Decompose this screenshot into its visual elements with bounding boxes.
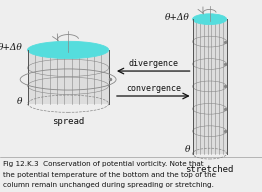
Polygon shape [28, 50, 109, 104]
Ellipse shape [193, 14, 227, 25]
Polygon shape [193, 19, 227, 154]
Ellipse shape [28, 41, 109, 59]
Text: Fig 12.K.3  Conservation of potential vorticity. Note that: Fig 12.K.3 Conservation of potential vor… [3, 161, 203, 167]
Text: stretched: stretched [185, 165, 234, 174]
Text: column remain unchanged during spreading or stretching.: column remain unchanged during spreading… [3, 182, 214, 188]
Text: θ+Δθ: θ+Δθ [165, 13, 190, 22]
Text: θ: θ [184, 145, 190, 154]
Text: θ+Δθ: θ+Δθ [0, 44, 22, 52]
Text: θ: θ [17, 97, 22, 106]
Text: divergence: divergence [128, 59, 178, 68]
Text: the potential temperature of the bottom and the top of the: the potential temperature of the bottom … [3, 172, 216, 178]
Text: spread: spread [52, 117, 84, 126]
Text: convergence: convergence [126, 84, 181, 93]
